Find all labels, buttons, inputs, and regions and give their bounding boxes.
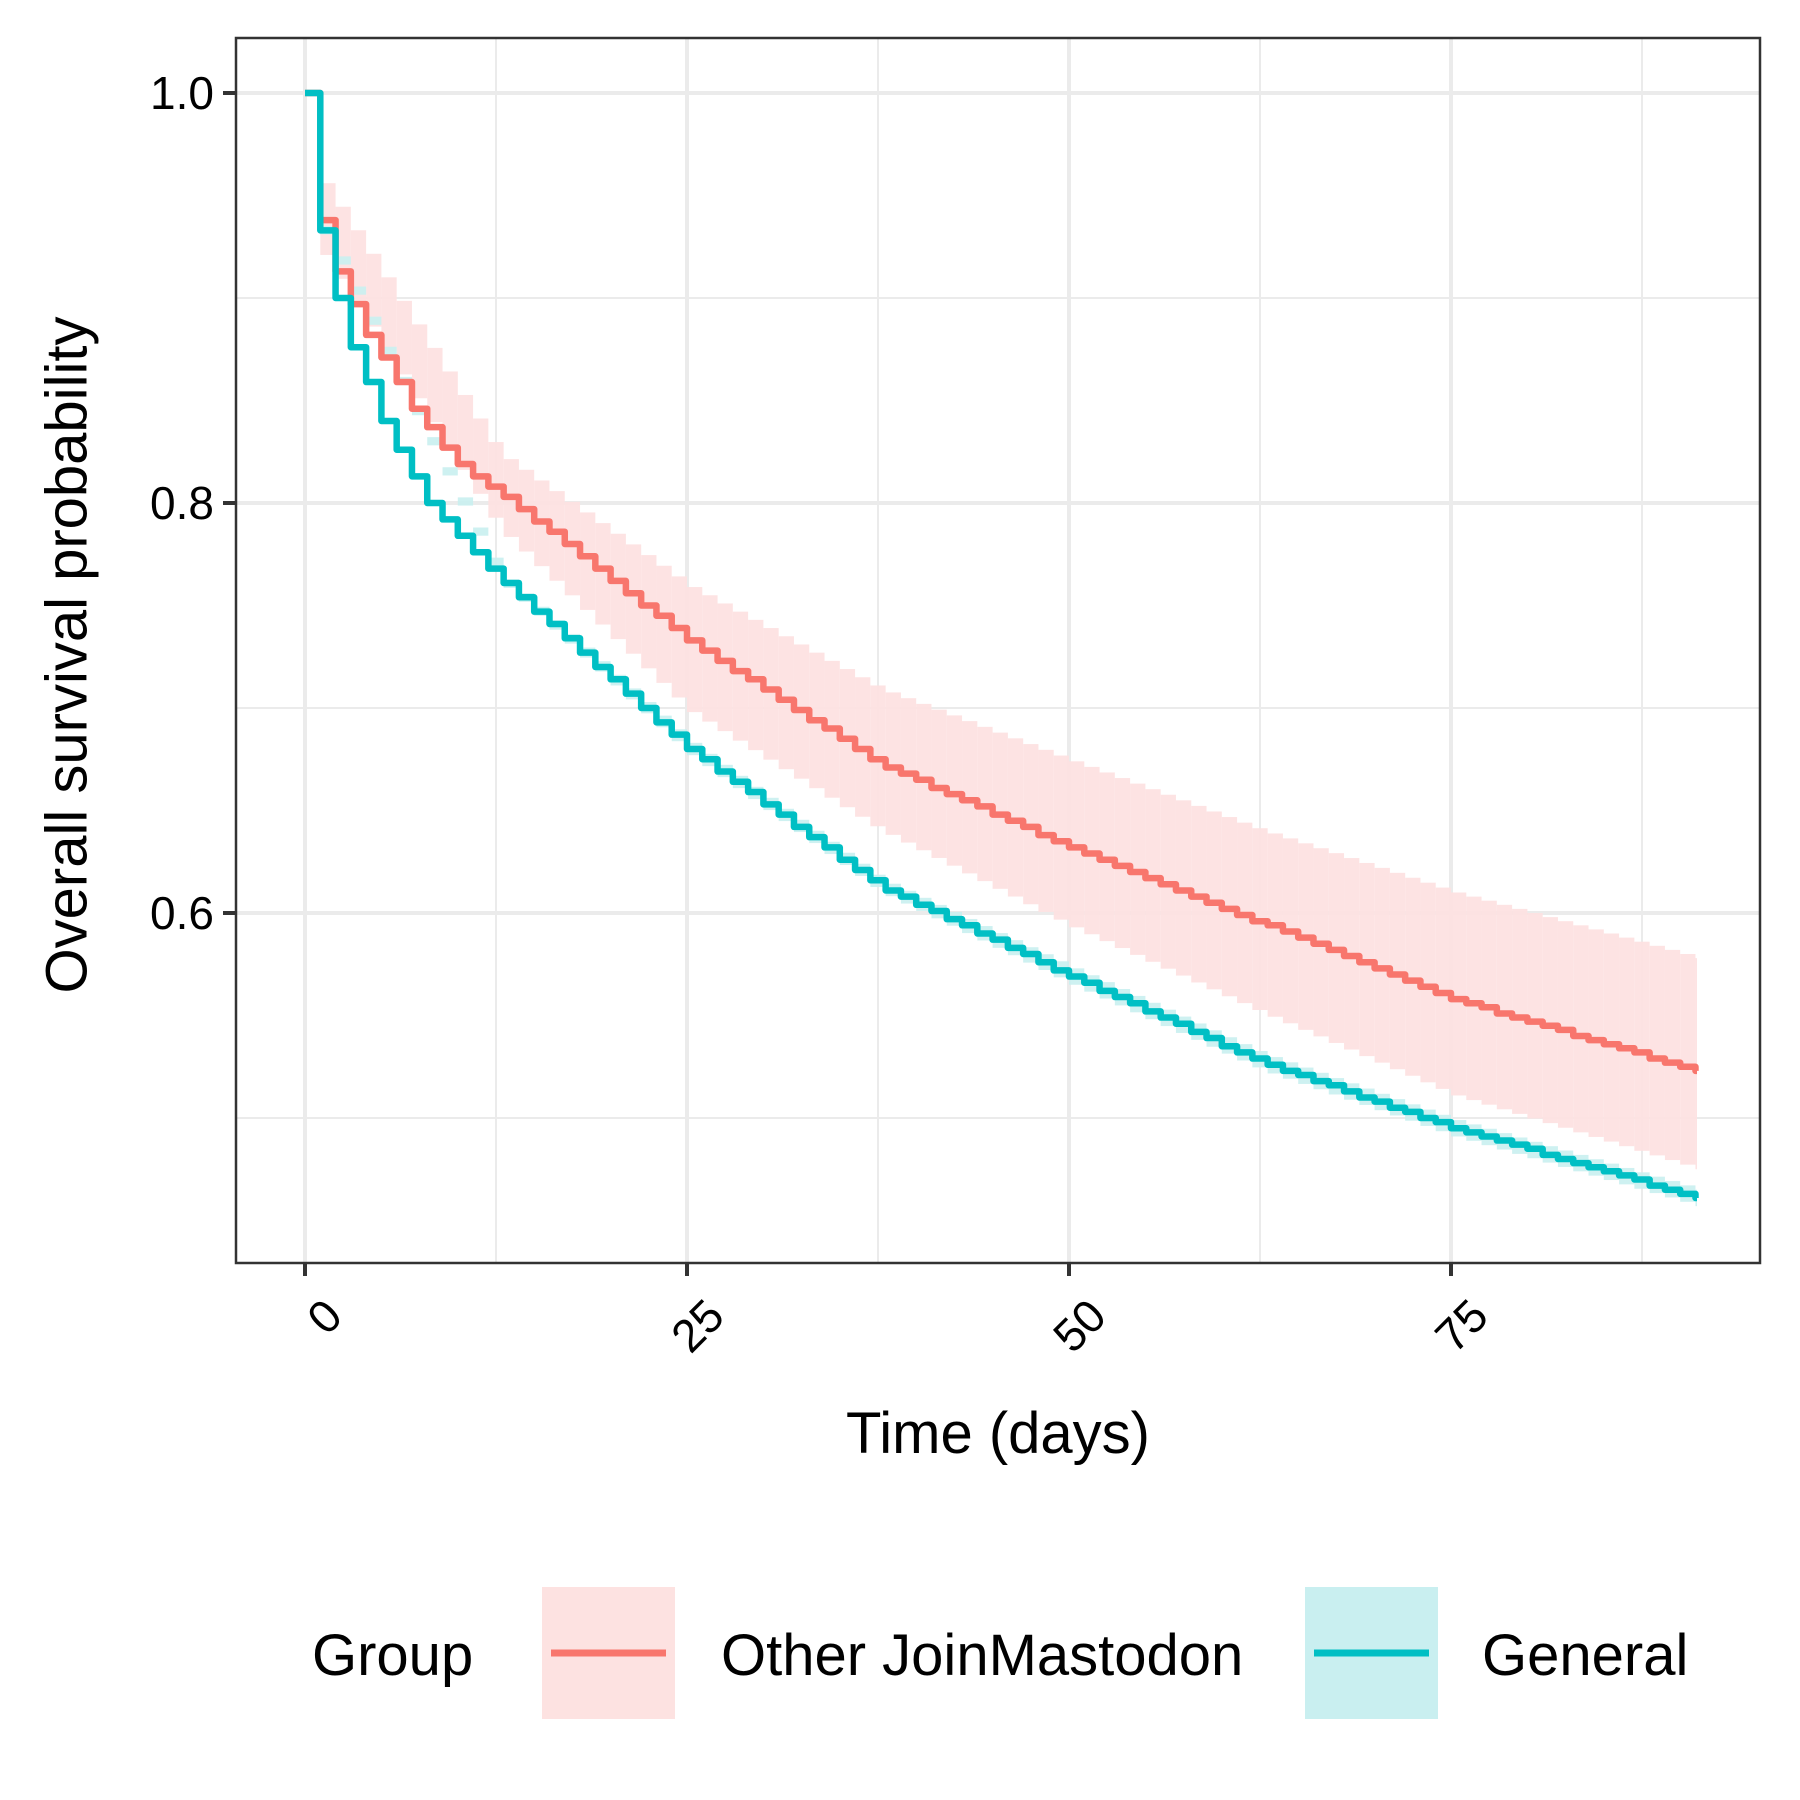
ci-band-step xyxy=(350,286,367,295)
legend-item-other-joinmastodon[interactable]: Other JoinMastodon xyxy=(542,1587,1243,1719)
ci-band-step xyxy=(564,501,581,596)
ci-band-step xyxy=(580,512,596,610)
ci-band-step xyxy=(763,628,779,760)
survival-curve-other-joinmastodon xyxy=(305,89,1699,1075)
y-tick-label: 0.6 xyxy=(150,887,214,939)
ci-band-step xyxy=(702,595,718,722)
ci-band-step xyxy=(641,555,657,669)
ci-band-step xyxy=(717,603,733,732)
ci-band-step xyxy=(625,544,642,654)
legend-label: General xyxy=(1482,1623,1688,1688)
ci-band-step xyxy=(885,692,901,835)
ci-band-step xyxy=(1420,882,1436,1083)
panel-border xyxy=(234,36,1762,1265)
survival-curve-general xyxy=(305,89,1699,1202)
ci-band-step xyxy=(1619,937,1635,1147)
ci-band-step xyxy=(671,576,687,698)
ci-band-step xyxy=(1038,749,1054,912)
ci-band-step xyxy=(1680,954,1696,1165)
ci-band-step xyxy=(992,732,1008,889)
ci-band-step xyxy=(1435,887,1451,1089)
ci-band-step xyxy=(457,394,474,470)
ci-band-step xyxy=(1542,917,1558,1124)
ci-band-step xyxy=(687,587,703,713)
ci-band-step xyxy=(1053,755,1069,920)
ci-band-step xyxy=(1664,949,1681,1161)
ci-band-step xyxy=(946,715,963,866)
ci-band-step xyxy=(1527,913,1543,1119)
ci-band-step xyxy=(610,533,626,640)
ci-band-step xyxy=(656,565,672,683)
survival-curves xyxy=(305,89,1699,1202)
ci-band-step xyxy=(411,324,428,399)
x-axis-title: Time (days) xyxy=(846,1401,1150,1466)
ci-band-step xyxy=(1634,941,1650,1151)
ci-band-step xyxy=(350,230,367,303)
ci-band-step xyxy=(381,346,397,355)
ci-band-step xyxy=(1481,900,1497,1105)
ci-band-step xyxy=(1603,933,1620,1142)
ci-band-step xyxy=(732,611,749,741)
ci-band-step xyxy=(427,347,443,423)
ci-band-step xyxy=(366,316,382,325)
ci-band-step xyxy=(549,491,565,581)
ci-band-step xyxy=(1451,892,1467,1096)
ci-band-step xyxy=(1588,929,1604,1137)
y-axis: 0.6 0.8 1.0 xyxy=(150,67,236,939)
legend-label: Other JoinMastodon xyxy=(721,1623,1243,1688)
ci-band-step xyxy=(473,527,489,536)
ci-band-step xyxy=(595,523,611,625)
ci-band-step xyxy=(1405,877,1421,1076)
ci-band-step xyxy=(335,256,351,265)
ci-band-step xyxy=(488,557,504,566)
y-tick-label: 1.0 xyxy=(150,67,214,119)
ci-band-step xyxy=(931,709,947,858)
ci-band-step xyxy=(1389,872,1406,1070)
ci-band-step xyxy=(396,300,412,375)
grid-lines xyxy=(236,38,1760,1263)
ci-band-step xyxy=(366,253,382,327)
ci-band-step xyxy=(1512,908,1528,1114)
ci-band-step xyxy=(1573,925,1589,1133)
ci-band-step xyxy=(870,685,886,827)
ci-band-step xyxy=(1557,921,1574,1128)
ci-band-step xyxy=(1466,896,1482,1101)
ci-band-step xyxy=(748,619,764,751)
legend-title: Group xyxy=(312,1623,473,1688)
y-tick-label: 0.8 xyxy=(150,477,214,529)
ci-band-step xyxy=(442,467,458,476)
ci-band-step xyxy=(1496,904,1513,1110)
legend: Group Other JoinMastodon General xyxy=(312,1587,1688,1719)
ci-band-step xyxy=(1649,945,1665,1156)
ci-band-step xyxy=(488,442,504,518)
y-axis-title: Overall survival probability xyxy=(35,317,100,994)
ci-band-step xyxy=(427,437,443,446)
ci-band-step xyxy=(381,277,397,351)
ci-band-step xyxy=(1007,738,1024,897)
legend-item-general[interactable]: General xyxy=(1305,1587,1688,1719)
ci-band-step xyxy=(457,497,474,506)
ci-band-step xyxy=(442,371,458,447)
